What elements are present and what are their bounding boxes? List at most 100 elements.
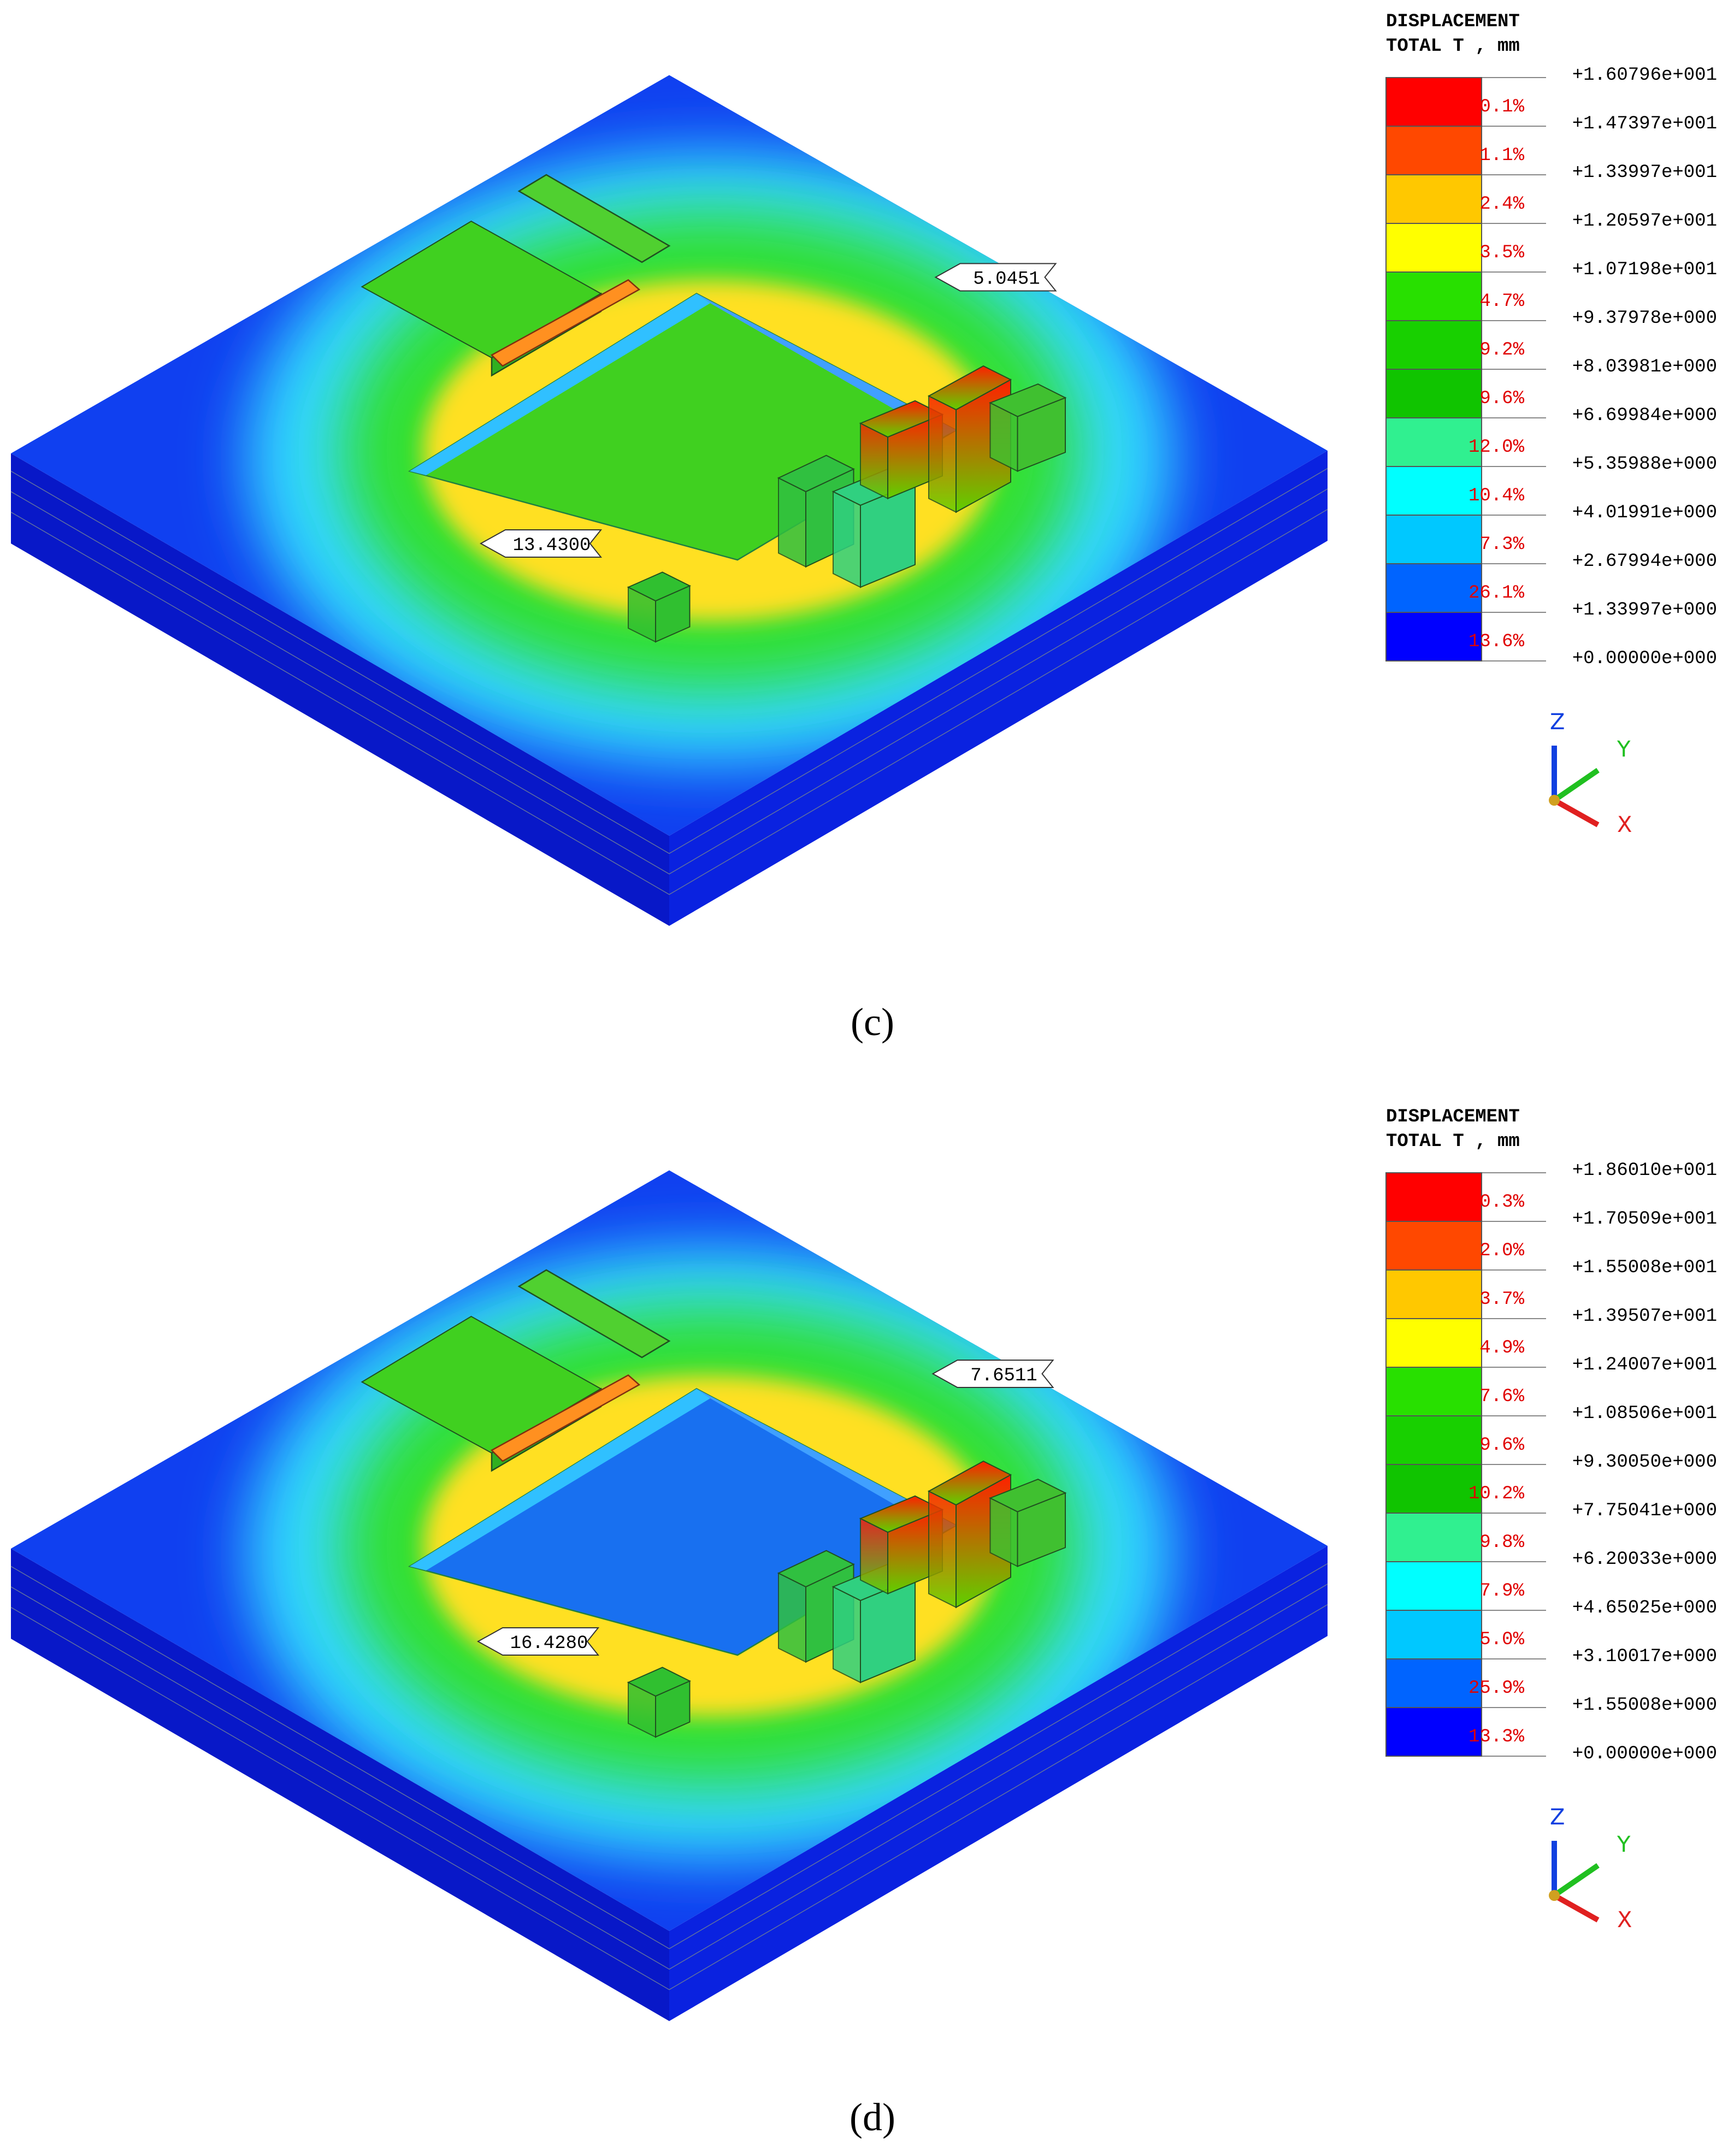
- legend-swatch: [1385, 1318, 1482, 1368]
- legend-percent: 2.0%: [1479, 1241, 1524, 1261]
- axis-x: [1553, 798, 1600, 828]
- axis-label: X: [1617, 812, 1632, 837]
- legend-level: +8.03981e+000: [1572, 357, 1717, 377]
- legend-swatch: [1385, 320, 1482, 370]
- legend-swatch: [1385, 515, 1482, 564]
- annotation-callout: [931, 1360, 1054, 1388]
- legend-level: +1.70509e+001: [1572, 1209, 1717, 1230]
- legend-swatch: [1385, 1367, 1482, 1416]
- annotation-label: 13.4300: [513, 535, 591, 556]
- legend-title: DISPLACEMENT: [1386, 1107, 1520, 1127]
- building-roof: [777, 1550, 855, 1588]
- legend-level: +7.75041e+000: [1572, 1501, 1717, 1521]
- axis-label: Z: [1550, 710, 1565, 735]
- axis-label: Z: [1550, 1805, 1565, 1830]
- legend-level: +1.60796e+001: [1572, 65, 1717, 86]
- legend-title: TOTAL T , mm: [1386, 1131, 1520, 1152]
- legend-level: +1.55008e+000: [1572, 1695, 1717, 1716]
- legend-percent: 4.7%: [1479, 291, 1524, 312]
- building-roof: [989, 383, 1067, 417]
- legend-percent: 2.4%: [1479, 194, 1524, 215]
- axis-origin: [1549, 795, 1560, 806]
- building: [778, 1572, 806, 1663]
- legend-level: +1.08506e+001: [1572, 1403, 1717, 1424]
- legend-percent: 4.9%: [1479, 1338, 1524, 1358]
- legend-level: +1.24007e+001: [1572, 1355, 1717, 1375]
- legend-swatch: [1385, 612, 1482, 661]
- panel: 7.6511 16.4280 DISPLACEMENT TOTAL T , mm +1.…: [10, 1107, 1717, 2139]
- legend-percent: 9.6%: [1479, 388, 1524, 409]
- legend-swatch: [1385, 223, 1482, 273]
- building-roof: [989, 1479, 1067, 1513]
- legend-percent: 3.5%: [1479, 243, 1524, 263]
- legend-percent: 9.8%: [1479, 1532, 1524, 1553]
- legend-percent: 7.6%: [1479, 1386, 1524, 1407]
- legend-percent: 3.7%: [1479, 1289, 1524, 1310]
- pit-wall: [410, 293, 710, 475]
- annotation-callout: [479, 529, 603, 558]
- axis-label: Y: [1617, 737, 1631, 762]
- annotation-label: 16.4280: [510, 1633, 588, 1654]
- legend-swatch: [1385, 1269, 1482, 1319]
- model-layer-line: [10, 509, 1328, 895]
- building: [490, 1374, 641, 1462]
- legend-swatch: [1385, 1658, 1482, 1708]
- legend-swatch: [1385, 1172, 1482, 1222]
- legend-swatch: [1385, 1561, 1482, 1611]
- model-side: [669, 451, 1328, 926]
- building: [517, 174, 671, 263]
- legend-percent: 10.2%: [1468, 1484, 1525, 1504]
- legend-level: +5.35988e+000: [1572, 454, 1717, 475]
- legend-percent: 12.0%: [1468, 437, 1525, 458]
- model-side: [11, 1549, 669, 2021]
- model-layer-line: [10, 488, 1328, 875]
- legend-level: +1.33997e+001: [1572, 162, 1717, 183]
- legend-swatch: [1385, 1513, 1482, 1562]
- caption: (d): [850, 2095, 895, 2139]
- legend-swatch: [1385, 1221, 1482, 1271]
- model-layer-line: [10, 468, 1328, 854]
- legend-swatch: [1385, 1464, 1482, 1514]
- caption: (c): [851, 1000, 894, 1044]
- legend-swatch: [1385, 1415, 1482, 1465]
- legend-level: +2.67994e+000: [1572, 551, 1717, 572]
- pit-wall: [697, 1389, 956, 1532]
- axis-label: X: [1617, 1907, 1632, 1933]
- legend-swatch: [1385, 563, 1482, 613]
- legend-level: +0.00000e+000: [1572, 1744, 1717, 1764]
- legend-percent: 1.1%: [1479, 145, 1524, 166]
- legend-level: +1.47397e+001: [1572, 114, 1717, 134]
- legend-level: +0.00000e+000: [1572, 648, 1717, 669]
- legend-percent: 9.6%: [1479, 1435, 1524, 1456]
- legend-level: +4.01991e+000: [1572, 503, 1717, 523]
- model-layer-line: [10, 1604, 1328, 1990]
- building: [778, 477, 806, 568]
- axis-origin: [1549, 1890, 1560, 1901]
- pit-wall: [697, 293, 956, 437]
- model-layer-line: [10, 1563, 1328, 1950]
- legend-percent: 10.4%: [1468, 486, 1525, 506]
- legend-percent: 7.3%: [1479, 534, 1524, 555]
- axis-x: [1553, 1893, 1600, 1923]
- model: [10, 1170, 1328, 2021]
- legend-percent: 25.9%: [1468, 1678, 1525, 1699]
- building: [517, 1269, 671, 1358]
- legend-swatch: [1385, 126, 1482, 175]
- model-side: [11, 453, 669, 926]
- legend-swatch: [1385, 417, 1482, 467]
- legend-level: +1.07198e+001: [1572, 259, 1717, 280]
- legend-percent: 13.6%: [1468, 631, 1525, 652]
- annotation-label: 5.0451: [973, 269, 1040, 290]
- legend-swatch: [1385, 174, 1482, 224]
- building: [833, 1586, 861, 1684]
- building-roof: [627, 1667, 691, 1697]
- legend-level: +1.39507e+001: [1572, 1306, 1717, 1327]
- legend-level: +1.33997e+000: [1572, 600, 1717, 621]
- legend-percent: 13.3%: [1468, 1727, 1525, 1747]
- legend-swatch: [1385, 77, 1482, 127]
- building: [928, 1490, 957, 1609]
- legend-level: +4.65025e+000: [1572, 1598, 1717, 1619]
- building: [490, 279, 641, 367]
- building-roof: [627, 571, 691, 602]
- legend-swatch: [1385, 466, 1482, 516]
